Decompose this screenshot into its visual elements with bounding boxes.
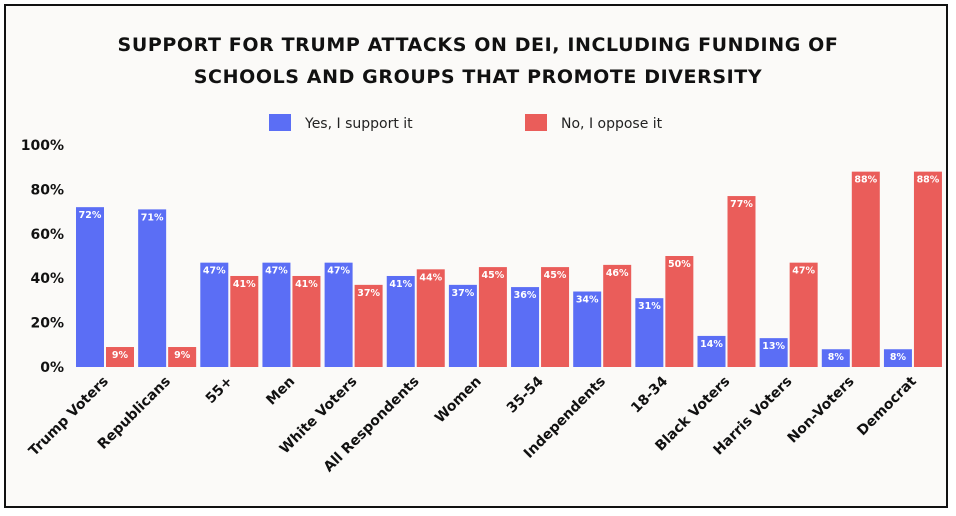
bar-support bbox=[883, 349, 912, 367]
bar-oppose bbox=[665, 256, 694, 367]
bar-support bbox=[511, 287, 540, 367]
data-label-support: 47% bbox=[265, 266, 288, 277]
bar-oppose bbox=[230, 275, 259, 367]
bar-oppose bbox=[727, 196, 756, 367]
data-label-oppose: 88% bbox=[917, 175, 940, 186]
data-label-oppose: 45% bbox=[482, 270, 505, 281]
bars: 72% 9% 71% 9% 47% 41% 47% 41% 47% 37% 41% 44% 37% 45%… bbox=[76, 171, 942, 367]
legend-label-oppose: No, I oppose it bbox=[561, 116, 663, 132]
y-tick-label: 80% bbox=[30, 182, 64, 198]
data-label-oppose: 77% bbox=[730, 199, 753, 210]
bar-oppose bbox=[478, 267, 507, 367]
y-tick-label: 60% bbox=[30, 227, 64, 243]
data-label-oppose: 44% bbox=[419, 272, 442, 283]
chart-title-line-2: SCHOOLS AND GROUPS THAT PROMOTE DIVERSIT… bbox=[194, 66, 762, 88]
data-label-support: 36% bbox=[514, 290, 537, 301]
data-label-support: 8% bbox=[828, 352, 845, 363]
data-label-oppose: 9% bbox=[112, 350, 129, 361]
data-label-support: 71% bbox=[141, 212, 164, 223]
data-label-oppose: 88% bbox=[854, 175, 877, 186]
data-label-support: 8% bbox=[890, 352, 907, 363]
x-tick-label: Non-Voters bbox=[785, 374, 858, 447]
data-label-support: 31% bbox=[638, 301, 661, 312]
x-tick-label: 35-54 bbox=[504, 373, 547, 416]
data-label-oppose: 37% bbox=[357, 288, 380, 299]
bar-support bbox=[324, 262, 353, 367]
x-tick-label: Men bbox=[263, 374, 298, 409]
bar-support bbox=[200, 262, 229, 367]
data-label-support: 13% bbox=[762, 341, 785, 352]
x-tick-label: Democrat bbox=[854, 373, 920, 439]
bar-oppose bbox=[851, 171, 880, 367]
bar-oppose bbox=[541, 267, 570, 367]
bar-support bbox=[262, 262, 291, 367]
y-tick-label: 20% bbox=[30, 316, 64, 332]
bar-oppose bbox=[292, 275, 321, 367]
bar-support bbox=[759, 338, 788, 367]
y-tick-label: 40% bbox=[30, 271, 64, 287]
bar-oppose bbox=[416, 269, 445, 367]
bar-support bbox=[386, 275, 415, 367]
data-label-oppose: 41% bbox=[233, 279, 256, 290]
bar-support bbox=[821, 349, 850, 367]
bar-oppose bbox=[603, 264, 632, 367]
data-label-support: 14% bbox=[700, 339, 723, 350]
data-label-oppose: 9% bbox=[174, 350, 191, 361]
data-label-support: 37% bbox=[452, 288, 475, 299]
data-label-support: 47% bbox=[203, 266, 226, 277]
x-tick-label: 18-34 bbox=[628, 373, 671, 416]
bar-oppose bbox=[913, 171, 942, 367]
bar-support bbox=[635, 298, 664, 367]
bar-support bbox=[697, 335, 726, 367]
data-label-support: 72% bbox=[79, 210, 102, 221]
y-tick-label: 0% bbox=[40, 360, 64, 376]
data-label-oppose: 50% bbox=[668, 259, 691, 270]
data-label-oppose: 41% bbox=[295, 279, 318, 290]
bar-oppose bbox=[354, 284, 383, 367]
data-label-support: 41% bbox=[389, 279, 412, 290]
legend-label-support: Yes, I support it bbox=[304, 116, 413, 132]
x-tick-label: 55+ bbox=[203, 374, 236, 407]
x-tick-label: Women bbox=[432, 374, 485, 427]
bar-support bbox=[573, 291, 602, 367]
bar-oppose bbox=[168, 347, 197, 367]
y-axis: 0% 20% 40% 60% 80% 100% bbox=[21, 138, 64, 376]
bar-support bbox=[448, 284, 477, 367]
chart-title-line-1: SUPPORT FOR TRUMP ATTACKS ON DEI, INCLUD… bbox=[118, 34, 839, 56]
bar-oppose bbox=[789, 262, 818, 367]
data-label-oppose: 45% bbox=[544, 270, 567, 281]
legend-swatch-support bbox=[269, 114, 291, 131]
data-label-support: 47% bbox=[327, 266, 350, 277]
bar-oppose bbox=[106, 347, 134, 367]
legend-swatch-oppose bbox=[525, 114, 547, 131]
data-label-support: 34% bbox=[576, 295, 599, 306]
bar-support bbox=[76, 207, 104, 367]
bar-support bbox=[138, 209, 167, 367]
data-label-oppose: 46% bbox=[606, 268, 629, 279]
data-label-oppose: 47% bbox=[792, 266, 815, 277]
y-tick-label: 100% bbox=[21, 138, 64, 154]
